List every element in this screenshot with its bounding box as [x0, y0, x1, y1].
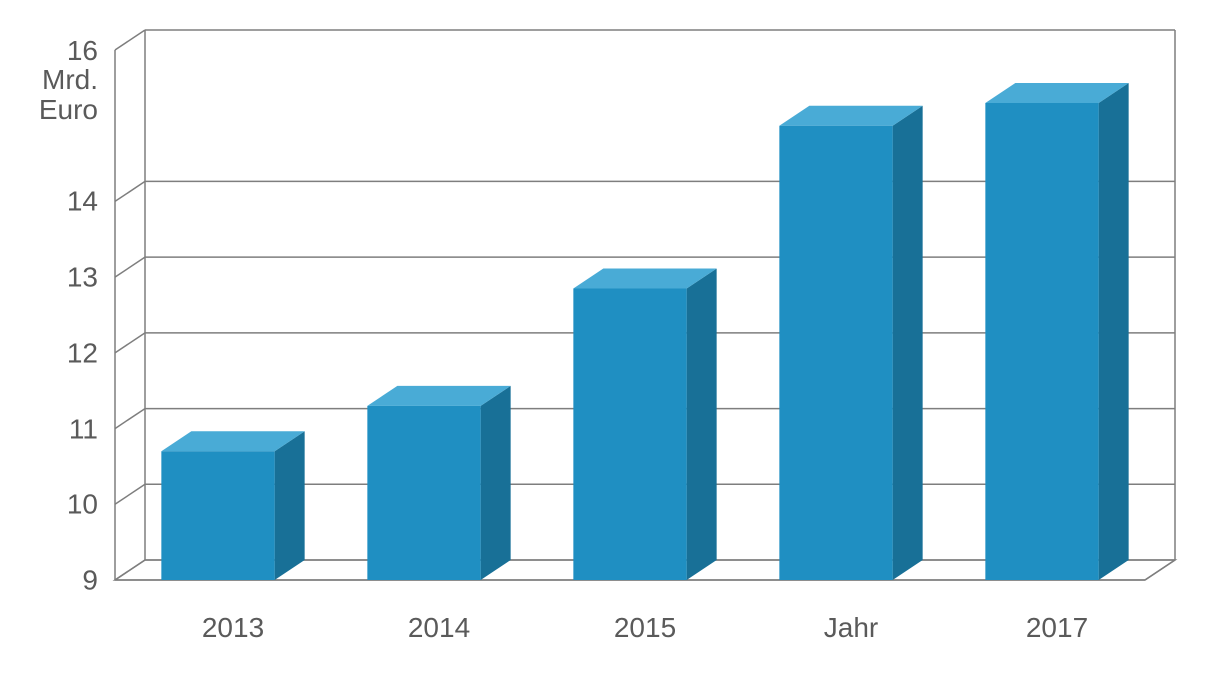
y-tick-label: 10 — [67, 490, 98, 519]
y-tick-label: 12 — [67, 338, 98, 367]
x-tick-label: Jahr — [824, 612, 878, 644]
x-tick-label: 2015 — [614, 612, 676, 644]
x-tick-label: 2013 — [202, 612, 264, 644]
plot-area — [115, 30, 1175, 590]
y-tick-label: 16 Mrd. Euro — [39, 36, 98, 124]
y-tick-label: 14 — [67, 187, 98, 216]
y-axis-labels: 9 10 11 12 13 14 16 Mrd. Euro — [0, 0, 110, 676]
y-tick-label: 13 — [67, 262, 98, 291]
x-axis-labels: 2013 2014 2015 Jahr 2017 — [115, 600, 1175, 660]
bar-chart: 9 10 11 12 13 14 16 Mrd. Euro 2013 2014 2015 Jahr… — [0, 0, 1205, 676]
y-tick-label: 9 — [82, 565, 98, 594]
y-tick-label: 11 — [69, 414, 98, 443]
x-tick-label: 2014 — [408, 612, 470, 644]
x-tick-label: 2017 — [1026, 612, 1088, 644]
